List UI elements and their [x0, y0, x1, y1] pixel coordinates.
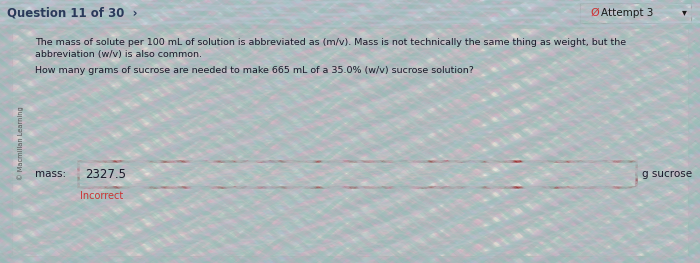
FancyBboxPatch shape	[78, 161, 636, 187]
Text: The mass of solute per 100 mL of solution is abbreviated as (m/v). Mass is not t: The mass of solute per 100 mL of solutio…	[35, 38, 626, 47]
Text: abbreviation (w/v) is also common.: abbreviation (w/v) is also common.	[35, 50, 202, 59]
Text: Ø: Ø	[590, 8, 598, 18]
Text: ▾: ▾	[682, 8, 687, 18]
Text: Incorrect: Incorrect	[80, 191, 123, 201]
Text: g sucrose: g sucrose	[642, 169, 692, 179]
Text: How many grams of sucrose are needed to make 665 mL of a 35.0% (w/v) sucrose sol: How many grams of sucrose are needed to …	[35, 66, 474, 75]
Text: mass:: mass:	[35, 169, 66, 179]
Text: Question 11 of 30  ›: Question 11 of 30 ›	[7, 7, 137, 19]
FancyBboxPatch shape	[580, 3, 690, 23]
Text: 2327.5: 2327.5	[85, 168, 126, 180]
Text: Attempt 3: Attempt 3	[601, 8, 653, 18]
Text: © Macmillan Learning: © Macmillan Learning	[18, 106, 24, 180]
FancyBboxPatch shape	[12, 28, 688, 256]
Bar	[0, 0, 700, 25]
